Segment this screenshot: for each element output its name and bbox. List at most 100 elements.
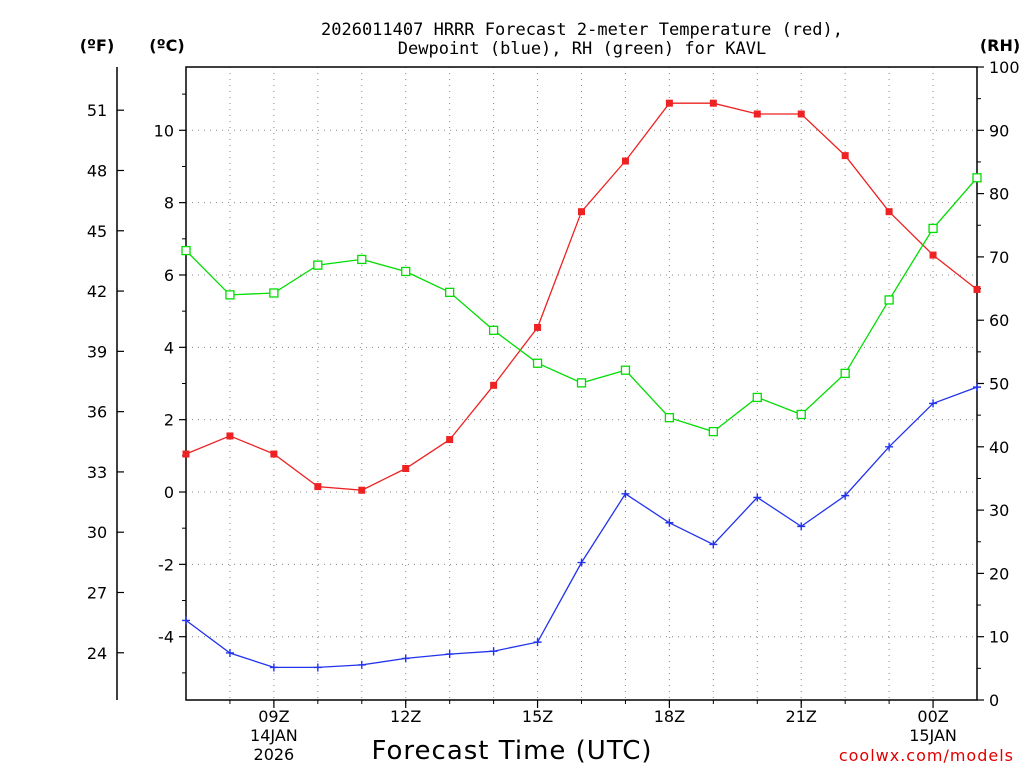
celsius-tick-label: 2: [164, 411, 174, 430]
temperature-line: [185, 102, 978, 491]
rh-point: [225, 290, 235, 300]
dewpoint-point: [797, 522, 806, 531]
rh-tick-label: 40: [989, 438, 1009, 457]
series: [181, 99, 982, 672]
rh-point: [664, 413, 675, 423]
temperature-point: [929, 251, 937, 259]
rh-point: [928, 223, 938, 234]
dewpoint-point: [753, 493, 762, 502]
dewpoint-point: [445, 650, 454, 659]
rh-tick-label: 70: [989, 248, 1009, 267]
x-tick-label: 09Z: [258, 707, 289, 726]
celsius-tick-label: 0: [164, 483, 174, 502]
dewpoint-point: [225, 648, 234, 657]
unit-label-rh: (RH): [980, 36, 1020, 55]
dewpoint-point: [182, 616, 190, 625]
rh-point: [796, 409, 806, 420]
x-tick-date: 14JAN: [250, 726, 298, 745]
x-tick-label: 00Z: [917, 707, 948, 726]
rh-point: [620, 365, 631, 375]
temperature-point: [578, 208, 585, 216]
rh-point: [884, 295, 894, 305]
dewpoint-point: [973, 383, 981, 392]
temperature-point: [226, 432, 234, 440]
rh-point: [181, 245, 191, 256]
rh-point: [357, 254, 367, 265]
rh-tick-label: 20: [989, 564, 1009, 583]
unit-label-f: (ºF): [80, 36, 115, 55]
temperature-point: [841, 152, 849, 160]
rh-point: [576, 378, 587, 388]
temperature-point: [314, 483, 322, 491]
temperature-point: [402, 465, 410, 473]
celsius-tick-label: -2: [158, 555, 174, 574]
fahrenheit-tick-label: 45: [87, 222, 107, 241]
dewpoint-point: [665, 518, 674, 527]
x-tick-label: 21Z: [786, 707, 817, 726]
fahrenheit-tick-label: 30: [87, 523, 107, 542]
dewpoint-point: [885, 442, 894, 451]
x-tick-date: 15JAN: [909, 726, 957, 745]
x-tick-year: 2026: [254, 745, 295, 764]
rh-line: [185, 177, 978, 433]
celsius-tick-label: 8: [164, 194, 174, 213]
dewpoint-point: [269, 663, 278, 672]
fahrenheit-tick-label: 42: [87, 282, 107, 301]
credit-text: coolwx.com/models: [839, 746, 1014, 765]
fahrenheit-tick-label: 33: [87, 463, 107, 482]
rh-tick-label: 80: [989, 185, 1009, 204]
fahrenheit-tick-label: 39: [87, 342, 107, 361]
rh-point: [488, 325, 499, 335]
celsius-tick-label: 4: [164, 338, 174, 357]
rh-tick-label: 10: [989, 628, 1009, 647]
temperature-point: [797, 110, 805, 118]
rh-point: [269, 288, 279, 298]
rh-point: [840, 368, 850, 379]
temperature-point: [973, 285, 981, 293]
rh-tick-label: 0: [989, 691, 999, 710]
dewpoint-point: [313, 663, 322, 672]
fahrenheit-tick-label: 48: [87, 161, 107, 180]
chart-title-line1: 2026011407 HRRR Forecast 2-meter Tempera…: [321, 20, 843, 40]
x-axis-label: Forecast Time (UTC): [371, 736, 652, 766]
x-tick-label: 12Z: [390, 707, 421, 726]
temperature-point: [358, 486, 366, 494]
rh-point: [708, 426, 718, 437]
rh-tick-label: 30: [989, 501, 1009, 520]
rh-point: [972, 173, 982, 183]
rh-tick-label: 90: [989, 121, 1009, 140]
dewpoint-point: [533, 638, 542, 647]
rh-point: [532, 358, 543, 368]
dewpoint-point: [929, 399, 938, 408]
temperature-point: [182, 450, 190, 458]
celsius-tick-label: 10: [154, 121, 174, 140]
temperature-point: [534, 323, 542, 331]
rh-tick-label: 100: [989, 58, 1020, 77]
x-tick-label: 18Z: [654, 707, 685, 726]
dewpoint-point: [577, 558, 586, 567]
rh-point: [752, 392, 762, 403]
unit-label-c: (ºC): [149, 36, 184, 55]
axes: [116, 66, 984, 708]
dewpoint-point: [489, 647, 498, 656]
temperature-point: [270, 450, 278, 458]
temperature-point: [753, 110, 761, 118]
temperature-point: [490, 381, 498, 389]
rh-tick-label: 50: [989, 375, 1009, 394]
rh-point: [313, 260, 323, 270]
fahrenheit-tick-label: 36: [87, 403, 107, 422]
temperature-point: [885, 208, 893, 216]
dewpoint-point: [621, 489, 630, 498]
fahrenheit-tick-label: 24: [87, 644, 107, 663]
dewpoint-point: [841, 491, 850, 500]
temperature-point: [709, 99, 717, 107]
chart-title-line2: Dewpoint (blue), RH (green) for KAVL: [398, 39, 766, 59]
temperature-point: [446, 436, 454, 444]
celsius-tick-label: -4: [158, 628, 174, 647]
rh-point: [445, 287, 455, 297]
fahrenheit-tick-label: 51: [87, 101, 107, 120]
rh-point: [401, 266, 411, 277]
tick-labels: -4-2024681024273033363942454851010203040…: [87, 58, 1020, 764]
dewpoint-point: [709, 540, 718, 549]
